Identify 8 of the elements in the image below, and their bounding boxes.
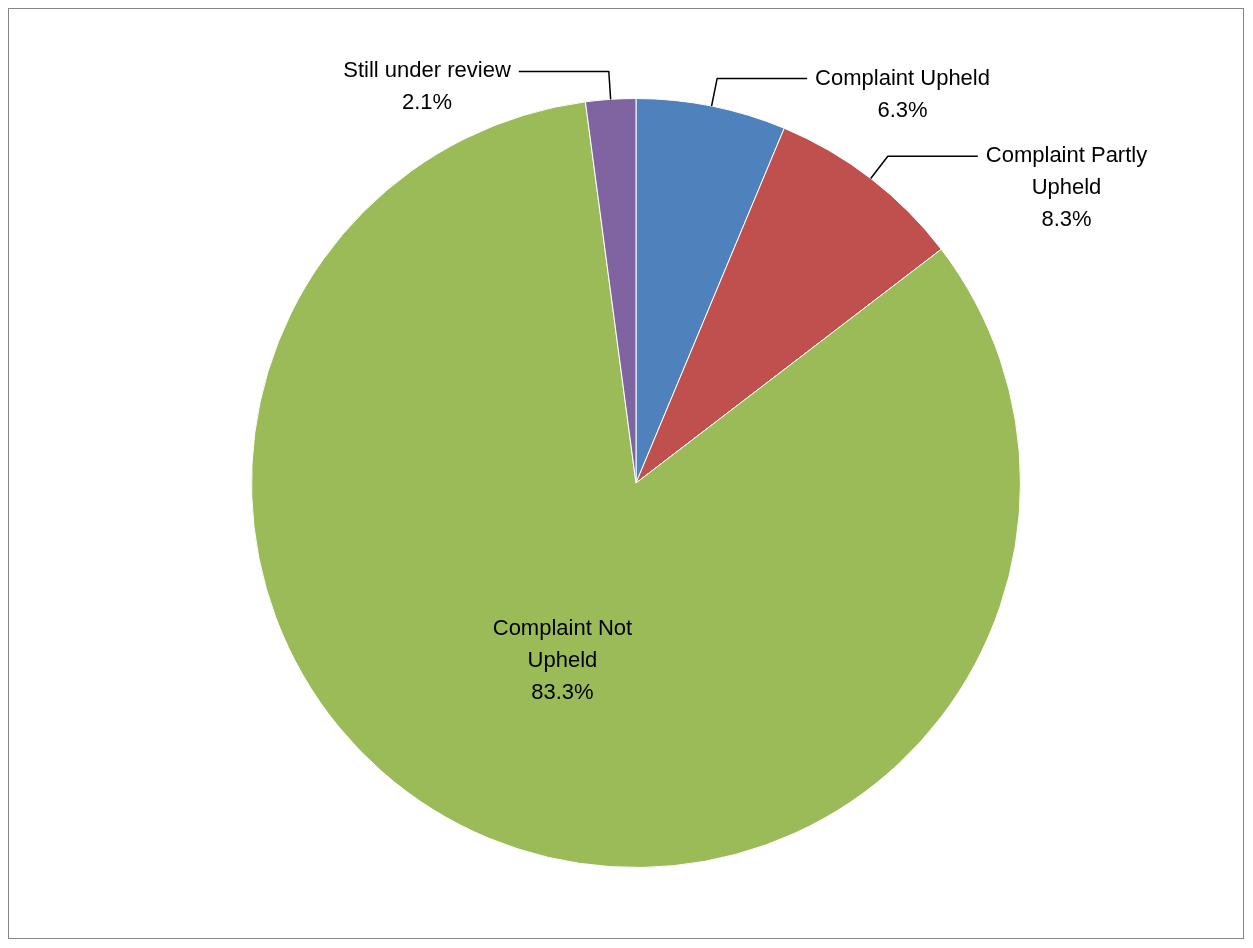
slice-label: Still under review [343,57,511,83]
data-label: 83.3% [531,678,594,704]
slice-label: Complaint Not Upheld [492,614,633,672]
slice-label: Complaint Partly Upheld [985,142,1148,200]
data-label: 6.3% [877,96,928,122]
data-label: 2.1% [401,89,453,115]
data-label: 8.3% [1041,206,1092,232]
slice-label: Complaint Upheld [815,64,990,90]
